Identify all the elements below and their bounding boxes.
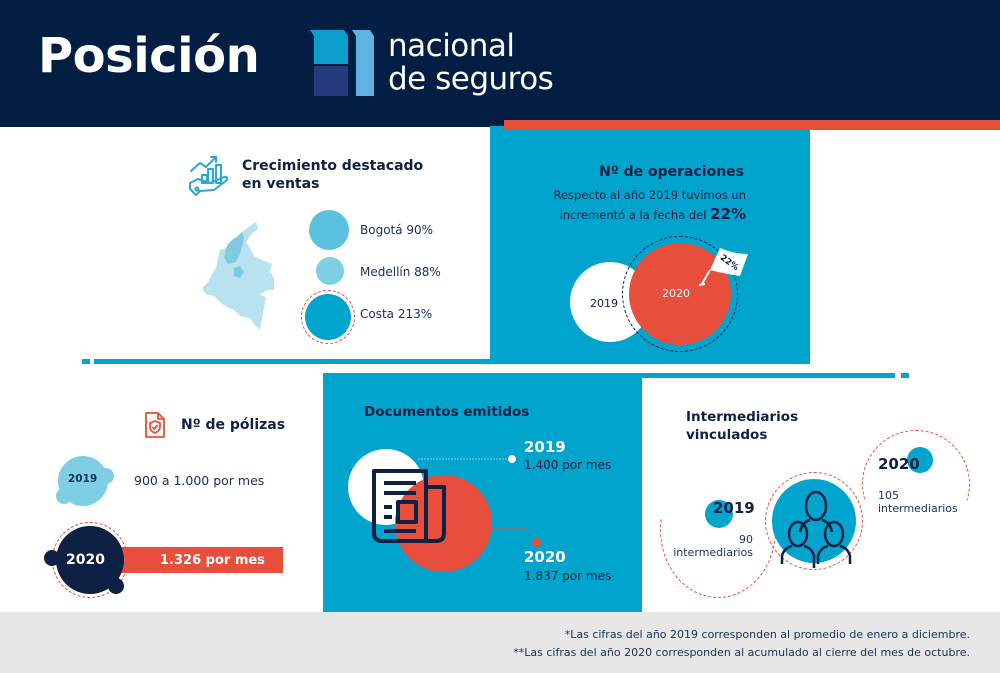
value-line2: intermediarios xyxy=(673,546,753,559)
bubble-blob xyxy=(108,578,124,594)
brand-logo-icon xyxy=(310,30,374,96)
costa-label: Costa 213% xyxy=(360,307,433,321)
divider-square xyxy=(82,359,90,364)
divider-line xyxy=(94,359,490,364)
operations-subtitle: Respecto al año 2019 tuvimos un incremen… xyxy=(490,186,746,225)
red-accent-strip xyxy=(504,120,1000,130)
intermediaries-title: Intermediarios vinculados xyxy=(686,408,798,444)
policy-2020-bar xyxy=(118,547,283,573)
policy-2020-year: 2020 xyxy=(66,552,105,568)
policy-2020-value: 1.326 por mes xyxy=(160,553,265,568)
bubble-blob xyxy=(56,488,72,504)
newspaper-icon xyxy=(372,469,446,543)
intermediaries-2019-value: 90 intermediarios xyxy=(665,533,753,559)
panel-tab xyxy=(490,126,504,132)
circle-2020-dashed-ring xyxy=(622,236,738,352)
documents-2020-value: 1.837 por mes xyxy=(524,569,612,583)
intermediaries-2020-value: 105 intermediarios xyxy=(878,489,958,515)
medellin-label: Medellín 88% xyxy=(360,265,441,279)
subtitle-line2: incrementó a la fecha del xyxy=(559,208,707,222)
flag-icon xyxy=(698,248,748,286)
footer-note-2020: **Las cifras del año 2020 corresponden a… xyxy=(513,646,970,659)
sales-growth-title: Crecimiento destacado en ventas xyxy=(242,157,423,193)
bubble-blob xyxy=(98,468,114,484)
people-group-icon xyxy=(780,490,852,568)
intermediaries-2019-dashed-arc xyxy=(660,519,776,598)
bogota-bubble xyxy=(309,210,349,250)
brand-line1: nacional xyxy=(388,28,515,64)
title-line2: en ventas xyxy=(242,176,320,192)
value-line1: 90 xyxy=(739,533,753,546)
subtitle-line1: Respecto al año 2019 tuvimos un xyxy=(553,188,746,202)
footer-note-2019: *Las cifras del año 2019 corresponden al… xyxy=(564,628,970,641)
operations-title: Nº de operaciones xyxy=(599,164,744,180)
intermediaries-2019-bubble xyxy=(705,500,733,528)
policies-title: Nº de pólizas xyxy=(181,417,286,433)
intermediaries-2020-dashed-arc xyxy=(862,430,970,501)
title-line2: vinculados xyxy=(686,427,768,443)
footer xyxy=(0,612,1000,673)
leader-lines xyxy=(418,455,528,530)
intermediaries-2020-year: 2020 xyxy=(878,455,920,473)
title-line1: Crecimiento destacado xyxy=(242,158,424,174)
circle-2020-label: 2020 xyxy=(662,287,690,300)
growth-chart-hand-icon xyxy=(189,156,229,196)
intermediaries-2019-year: 2019 xyxy=(713,499,755,517)
divider-line xyxy=(642,373,895,378)
costa-dashed-ring xyxy=(301,290,355,344)
bogota-label: Bogotá 90% xyxy=(360,223,434,237)
brand-line2: de seguros xyxy=(388,61,554,97)
intermediaries-2020-bubble xyxy=(907,447,933,473)
documents-2020-year: 2020 xyxy=(524,548,566,566)
leader-dot-2020 xyxy=(532,538,541,547)
documents-title: Documentos emitidos xyxy=(364,404,530,420)
value-line1: 105 xyxy=(878,489,899,502)
page-title: Posición xyxy=(38,28,260,84)
shield-document-icon xyxy=(145,412,165,438)
circle-2020 xyxy=(629,243,731,345)
policy-2019-value: 900 a 1.000 por mes xyxy=(134,473,265,488)
divider-square xyxy=(901,373,909,378)
circle-2019-label: 2019 xyxy=(590,297,618,310)
value-line2: intermediarios xyxy=(878,502,958,515)
documents-2019-value: 1.400 por mes xyxy=(524,458,612,472)
title-line1: Intermediarios xyxy=(686,409,799,425)
costa-bubble xyxy=(305,294,351,340)
documents-2019-year: 2019 xyxy=(524,438,566,456)
header-banner xyxy=(0,0,1000,127)
bubble-blob xyxy=(44,550,60,566)
medellin-bubble xyxy=(316,257,344,285)
policy-2019-year: 2019 xyxy=(68,473,98,485)
colombia-map-icon xyxy=(202,222,274,330)
intermediaries-center-dashed-ring xyxy=(765,472,863,570)
operations-highlight: 22% xyxy=(710,205,746,223)
brand-name: nacional de seguros xyxy=(388,28,554,97)
